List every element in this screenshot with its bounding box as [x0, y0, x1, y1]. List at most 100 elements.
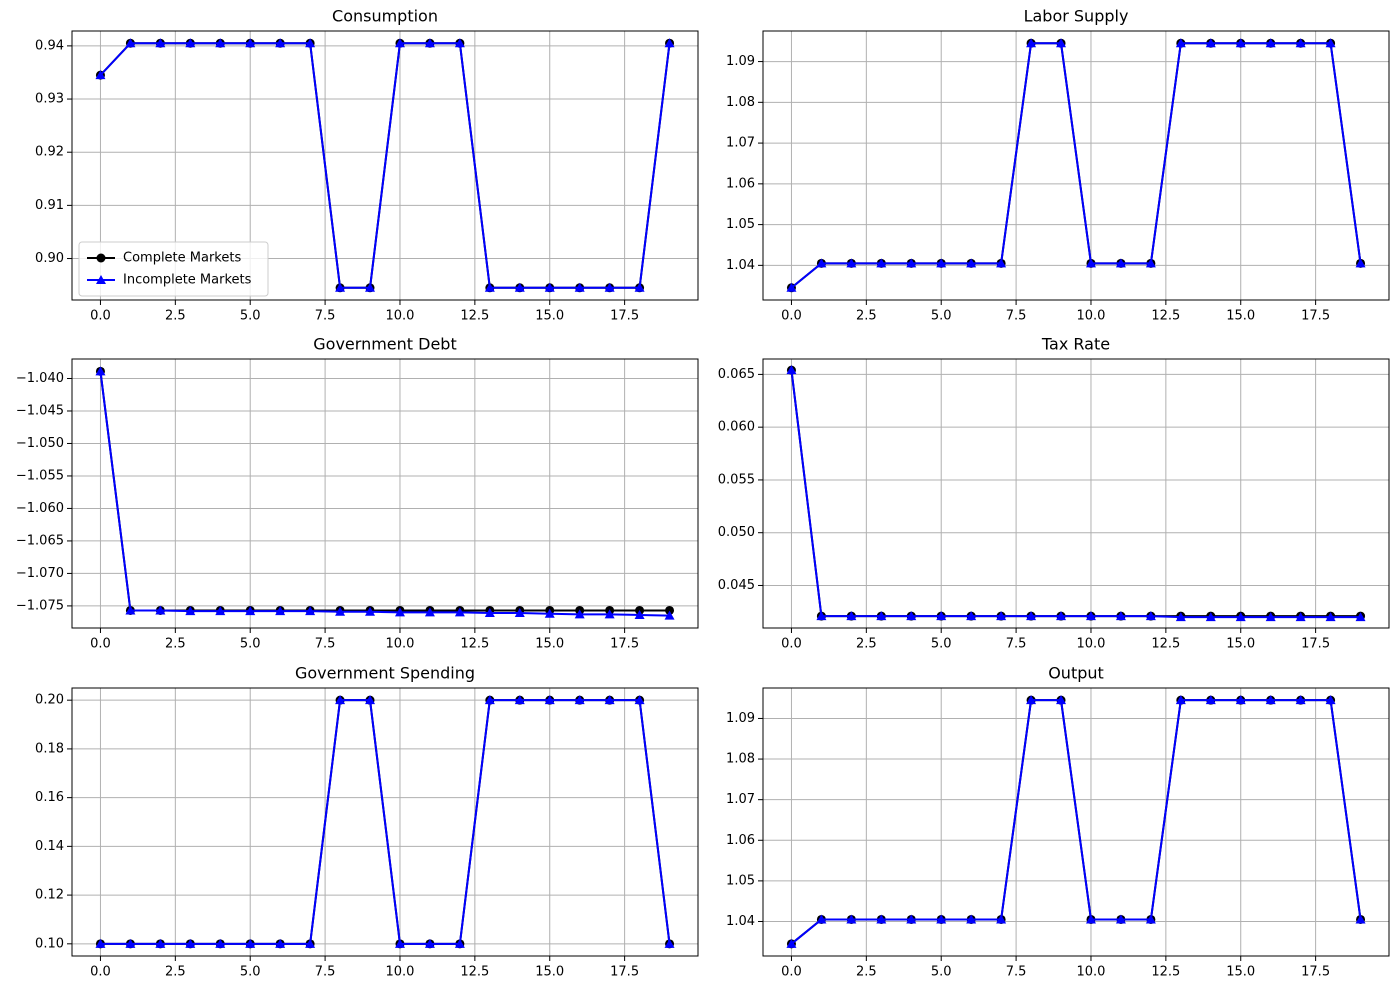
y-tick-label: 1.04 — [726, 258, 755, 273]
marker-triangle — [454, 38, 465, 48]
y-tick-label: −1.060 — [16, 501, 64, 516]
x-tick-label: 7.5 — [315, 965, 336, 980]
x-tick-label: 17.5 — [1301, 965, 1330, 980]
marker-triangle — [245, 606, 256, 616]
marker-triangle — [906, 258, 917, 268]
legend-box — [78, 241, 269, 297]
x-tick-label: 17.5 — [1301, 637, 1330, 652]
marker-triangle — [305, 38, 316, 48]
y-tick-label: −1.040 — [16, 371, 64, 386]
marker-triangle — [1355, 612, 1366, 622]
marker-triangle — [1205, 612, 1216, 622]
y-tick-label: 0.065 — [718, 367, 755, 382]
marker-triangle — [966, 914, 977, 924]
marker-triangle — [424, 938, 435, 948]
x-tick-label: 5.0 — [931, 637, 952, 652]
x-tick-label: 15.0 — [1226, 965, 1255, 980]
x-tick-label: 0.0 — [781, 309, 802, 324]
marker-triangle — [275, 38, 286, 48]
y-tick-label: 1.04 — [726, 914, 755, 929]
marker-triangle — [394, 607, 405, 617]
marker-triangle — [1325, 38, 1336, 48]
marker-triangle — [275, 938, 286, 948]
marker-triangle — [604, 282, 615, 292]
y-tick-label: 1.07 — [726, 136, 755, 151]
x-tick-label: 2.5 — [856, 965, 877, 980]
x-tick-label: 7.5 — [315, 637, 336, 652]
marker-triangle — [664, 38, 675, 48]
plot-area — [763, 31, 1389, 300]
marker-triangle — [95, 70, 106, 80]
y-tick-label: 0.12 — [35, 888, 64, 903]
subplot-title: Tax Rate — [1041, 335, 1110, 354]
subplot: Tax Rate 0.0 2.5 5.0 7.5 10.0 12.5 15.0 17.5 0.04… — [718, 335, 1390, 652]
y-tick-label: 0.90 — [35, 251, 64, 266]
y-tick-label: 1.09 — [726, 711, 755, 726]
subplot: Government Debt 0.0 2.5 5.0 7.5 10.0 12.5 15.0 1… — [16, 335, 699, 652]
y-tick-label: 0.050 — [718, 525, 755, 540]
series-line — [790, 42, 1362, 289]
y-tick-label: 1.08 — [726, 95, 755, 110]
x-tick-label: 7.5 — [1006, 965, 1027, 980]
y-tick-label: −1.050 — [16, 436, 64, 451]
marker-triangle — [305, 938, 316, 948]
marker-triangle — [816, 611, 827, 621]
marker-triangle — [394, 938, 405, 948]
x-tick-label: 17.5 — [610, 965, 639, 980]
subplot-title: Output — [1048, 664, 1104, 683]
y-tick-label: 0.10 — [35, 936, 64, 951]
x-tick-label: 17.5 — [1301, 309, 1330, 324]
marker-triangle — [1235, 612, 1246, 622]
marker-triangle — [544, 282, 555, 292]
legend-marker — [96, 253, 106, 263]
marker-triangle — [185, 606, 196, 616]
x-tick-label: 10.0 — [385, 309, 414, 324]
y-tick-label: −1.055 — [16, 468, 64, 483]
x-tick-label: 17.5 — [610, 309, 639, 324]
marker-triangle — [1115, 258, 1126, 268]
x-tick-label: 15.0 — [535, 637, 564, 652]
marker-triangle — [514, 608, 525, 618]
x-tick-label: 15.0 — [535, 309, 564, 324]
marker-triangle — [1325, 695, 1336, 705]
x-tick-label: 2.5 — [856, 309, 877, 324]
x-tick-label: 12.5 — [1151, 637, 1180, 652]
legend-label: Complete Markets — [123, 251, 241, 266]
marker-triangle — [1265, 695, 1276, 705]
marker-triangle — [1056, 38, 1067, 48]
marker-triangle — [215, 38, 226, 48]
marker-triangle — [1295, 612, 1306, 622]
x-tick-label: 10.0 — [1076, 309, 1105, 324]
marker-triangle — [604, 609, 615, 619]
marker-triangle — [574, 609, 585, 619]
x-tick-label: 15.0 — [1226, 309, 1255, 324]
marker-triangle — [1085, 914, 1096, 924]
marker-triangle — [365, 606, 376, 616]
marker-triangle — [1295, 695, 1306, 705]
y-tick-label: 0.16 — [35, 790, 64, 805]
marker-triangle — [514, 282, 525, 292]
y-tick-label: 0.060 — [718, 420, 755, 435]
marker-circle — [665, 605, 675, 615]
y-tick-label: 0.045 — [718, 578, 755, 593]
axes-frame — [762, 687, 1390, 957]
y-tick-label: 1.05 — [726, 873, 755, 888]
y-tick-label: 1.08 — [726, 752, 755, 767]
marker-triangle — [816, 914, 827, 924]
plot-area — [763, 359, 1389, 628]
x-tick-label: 0.0 — [90, 965, 111, 980]
series-line — [790, 370, 1361, 619]
marker-triangle — [1295, 38, 1306, 48]
x-tick-label: 0.0 — [781, 637, 802, 652]
y-tick-label: 1.09 — [726, 54, 755, 69]
y-tick-label: 0.94 — [35, 38, 64, 53]
x-tick-label: 5.0 — [240, 637, 261, 652]
marker-triangle — [1235, 38, 1246, 48]
marker-triangle — [1175, 38, 1186, 48]
marker-triangle — [966, 611, 977, 621]
x-tick-label: 10.0 — [385, 637, 414, 652]
y-tick-label: 0.93 — [35, 92, 64, 107]
x-tick-label: 2.5 — [165, 965, 186, 980]
legend-label: Incomplete Markets — [123, 273, 252, 288]
marker-triangle — [454, 938, 465, 948]
